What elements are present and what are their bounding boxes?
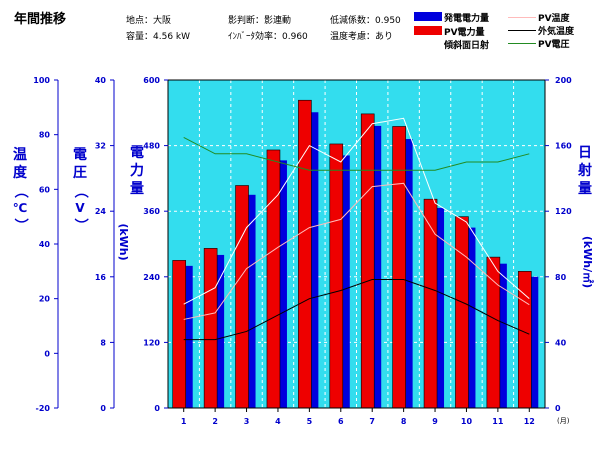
x-tick-label: 11 bbox=[492, 417, 504, 426]
x-tick-label: 3 bbox=[244, 417, 250, 426]
x-tick-label: 8 bbox=[401, 417, 407, 426]
bar-pv-energy bbox=[423, 198, 438, 409]
legend-line-outside-temp bbox=[508, 30, 536, 31]
temp-tick-label: 100 bbox=[33, 76, 50, 85]
bar-generated bbox=[527, 276, 539, 408]
series-line bbox=[183, 279, 530, 341]
irr-tick-label: 200 bbox=[555, 76, 572, 85]
bar-generated bbox=[213, 254, 225, 408]
irr-tick-label: 160 bbox=[555, 142, 572, 151]
power-axis-title: 電力量 bbox=[130, 145, 144, 198]
bar-generated bbox=[495, 263, 507, 408]
bar-pv-energy bbox=[455, 216, 469, 409]
voltage-tick-label: 8 bbox=[100, 338, 106, 347]
bar-pv-energy bbox=[203, 248, 218, 409]
bar-pv-energy bbox=[329, 143, 344, 409]
temp-axis-title: 温度（℃） bbox=[12, 147, 29, 233]
irr-tick-label: 40 bbox=[555, 338, 567, 347]
info-inverter: ｲﾝﾊﾞｰﾀ効率：0.960 bbox=[228, 32, 308, 42]
legend-swatch-generated bbox=[414, 12, 442, 21]
temp-tick-label: 20 bbox=[39, 295, 51, 304]
bar-generated bbox=[181, 265, 193, 408]
x-tick-label: 5 bbox=[307, 417, 313, 426]
info-site: 地点：大阪 bbox=[126, 16, 172, 26]
x-tick-label: 12 bbox=[524, 417, 535, 426]
bar-generated bbox=[370, 125, 382, 409]
irr-axis-unit: (kWh/㎡) bbox=[581, 236, 595, 288]
legend-label-generated: 発電電力量 bbox=[444, 14, 490, 24]
power-tick-label: 360 bbox=[143, 207, 160, 216]
bar-pv-energy bbox=[172, 260, 187, 409]
bar-pv-energy bbox=[266, 149, 281, 409]
power-tick-label: 480 bbox=[143, 142, 160, 151]
series-line bbox=[183, 117, 530, 305]
irr-tick-label: 120 bbox=[555, 207, 572, 216]
x-tick-label: 10 bbox=[461, 417, 473, 426]
voltage-tick-label: 40 bbox=[95, 76, 107, 85]
legend-line-pv-voltage bbox=[508, 43, 536, 44]
temp-tick-label: 0 bbox=[44, 349, 50, 358]
legend-label-pv-temp: PV温度 bbox=[538, 14, 570, 24]
x-tick-label: 1 bbox=[181, 417, 187, 426]
x-tick-label: 4 bbox=[275, 417, 281, 426]
x-tick-label: 7 bbox=[369, 417, 375, 426]
bar-generated bbox=[433, 207, 445, 408]
plot-border bbox=[167, 79, 546, 409]
legend-label-pv-voltage: PV電圧 bbox=[538, 40, 570, 50]
legend-line-pv-temp bbox=[508, 17, 536, 18]
x-tick-label: 9 bbox=[432, 417, 438, 426]
bar-generated bbox=[464, 227, 476, 408]
info-shadow: 影判断：影連動 bbox=[228, 16, 292, 26]
legend-swatch-pv-energy bbox=[414, 26, 442, 35]
series-line bbox=[183, 136, 530, 171]
x-tick-label: 2 bbox=[212, 417, 218, 426]
bar-generated bbox=[338, 155, 350, 408]
voltage-axis-title: 電圧（V） bbox=[72, 147, 89, 233]
bar-generated bbox=[244, 194, 256, 408]
legend-label-irradiation: 傾斜面日射 bbox=[444, 41, 490, 51]
x-tick-label: 6 bbox=[338, 417, 344, 426]
voltage-tick-label: 24 bbox=[95, 207, 107, 216]
page-title: 年間推移 bbox=[14, 12, 67, 27]
temp-tick-label: 60 bbox=[39, 185, 51, 194]
bar-pv-energy bbox=[486, 256, 501, 409]
voltage-tick-label: 16 bbox=[95, 273, 107, 282]
irr-tick-label: 0 bbox=[555, 404, 561, 413]
power-tick-label: 0 bbox=[154, 404, 160, 413]
bar-pv-energy bbox=[235, 185, 249, 409]
series-line bbox=[183, 182, 530, 320]
x-axis-unit: (月) bbox=[557, 417, 570, 425]
bar-generated bbox=[401, 139, 413, 409]
power-axis-unit: (kWh) bbox=[117, 223, 130, 260]
temp-tick-label: 40 bbox=[39, 240, 51, 249]
legend-label-outside-temp: 外気温度 bbox=[538, 27, 575, 37]
temp-tick-label: -20 bbox=[36, 404, 51, 413]
power-tick-label: 120 bbox=[143, 338, 160, 347]
info-temp-consider: 温度考慮：あり bbox=[330, 32, 394, 42]
bar-pv-energy bbox=[517, 271, 532, 409]
bar-generated bbox=[275, 160, 287, 408]
bar-pv-energy bbox=[360, 113, 375, 409]
power-tick-label: 240 bbox=[143, 273, 160, 282]
legend-label-pv-energy: PV電力量 bbox=[444, 28, 485, 38]
irr-tick-label: 80 bbox=[555, 273, 567, 282]
power-tick-label: 600 bbox=[143, 76, 160, 85]
bar-pv-energy bbox=[392, 126, 406, 409]
info-capacity: 容量：4.56 kW bbox=[126, 32, 191, 42]
voltage-tick-label: 0 bbox=[100, 404, 106, 413]
bar-generated bbox=[307, 112, 319, 409]
info-loss-coef: 低減係数：0.950 bbox=[330, 16, 401, 26]
voltage-tick-label: 32 bbox=[95, 142, 106, 151]
irr-axis-title: 日射量 bbox=[578, 145, 592, 198]
temp-tick-label: 80 bbox=[39, 131, 51, 140]
